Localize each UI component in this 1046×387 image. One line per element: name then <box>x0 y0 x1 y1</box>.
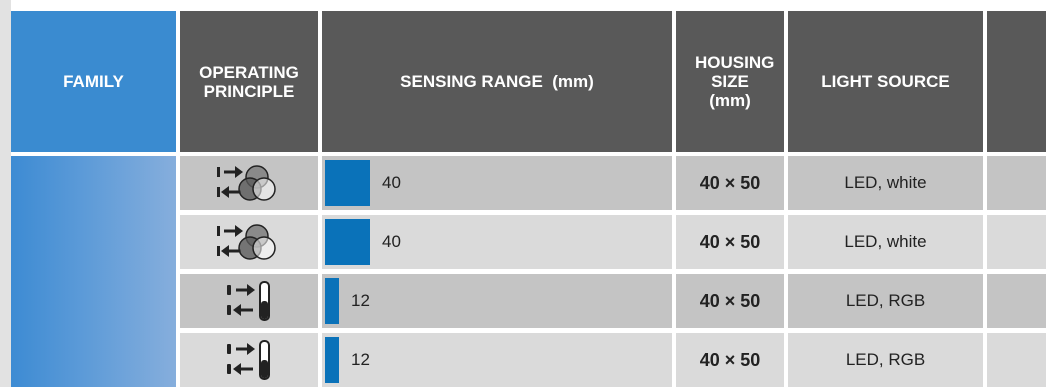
light-source-value: LED, RGB <box>845 291 926 310</box>
light-source-cell: LED, white <box>788 215 983 269</box>
header-housing-size: HOUSING SIZE (mm) <box>676 11 784 152</box>
sensing-range-bar <box>325 278 339 324</box>
principle-cell <box>180 215 318 269</box>
contrast-sensor-icon <box>219 279 279 323</box>
principle-cell <box>180 333 318 387</box>
sensing-range-bar <box>325 219 370 265</box>
housing-size-cell: 40 × 50 <box>676 156 784 210</box>
family-cell <box>11 156 176 387</box>
header-operating-principle-label: OPERATING PRINCIPLE <box>199 62 299 101</box>
header-operating-principle: OPERATING PRINCIPLE <box>180 11 318 152</box>
extra-cell <box>987 215 1046 269</box>
light-source-cell: LED, RGB <box>788 274 983 328</box>
header-housing-size-label: HOUSING SIZE (mm) <box>695 53 775 110</box>
sensing-range-value: 12 <box>351 291 370 310</box>
header-light-source-label: LIGHT SOURCE <box>821 72 950 91</box>
header-family: FAMILY <box>11 11 176 152</box>
housing-size-value: 40 × 50 <box>699 290 761 311</box>
housing-size-value: 40 × 50 <box>699 231 761 252</box>
light-source-cell: LED, RGB <box>788 333 983 387</box>
color-sensor-icon <box>214 220 284 264</box>
color-sensor-icon <box>214 161 284 205</box>
header-sensing-range-label: SENSING RANGE (mm) <box>400 72 594 91</box>
extra-cell <box>987 156 1046 210</box>
sensing-range-value: 12 <box>351 350 370 369</box>
header-extra-column <box>987 11 1046 152</box>
extra-cell <box>987 333 1046 387</box>
sensing-range-bar <box>325 160 370 206</box>
light-source-value: LED, RGB <box>845 350 926 369</box>
light-source-cell: LED, white <box>788 156 983 210</box>
sensing-range-cell: 40 <box>322 215 672 269</box>
sensing-range-value: 40 <box>382 232 401 251</box>
principle-cell <box>180 156 318 210</box>
header-family-label: FAMILY <box>63 72 124 91</box>
sensing-range-cell: 12 <box>322 274 672 328</box>
sensing-range-bar <box>325 337 339 383</box>
extra-cell <box>987 274 1046 328</box>
light-source-value: LED, white <box>844 232 927 251</box>
light-source-value: LED, white <box>844 173 927 192</box>
housing-size-value: 40 × 50 <box>699 172 761 193</box>
sensing-range-cell: 12 <box>322 333 672 387</box>
housing-size-cell: 40 × 50 <box>676 333 784 387</box>
contrast-sensor-icon <box>219 338 279 382</box>
principle-cell <box>180 274 318 328</box>
left-margin-strip <box>0 0 11 387</box>
sensing-range-cell: 40 <box>322 156 672 210</box>
header-light-source: LIGHT SOURCE <box>788 11 983 152</box>
housing-size-cell: 40 × 50 <box>676 215 784 269</box>
header-sensing-range: SENSING RANGE (mm) <box>322 11 672 152</box>
housing-size-value: 40 × 50 <box>699 349 761 370</box>
sensing-range-value: 40 <box>382 173 401 192</box>
housing-size-cell: 40 × 50 <box>676 274 784 328</box>
